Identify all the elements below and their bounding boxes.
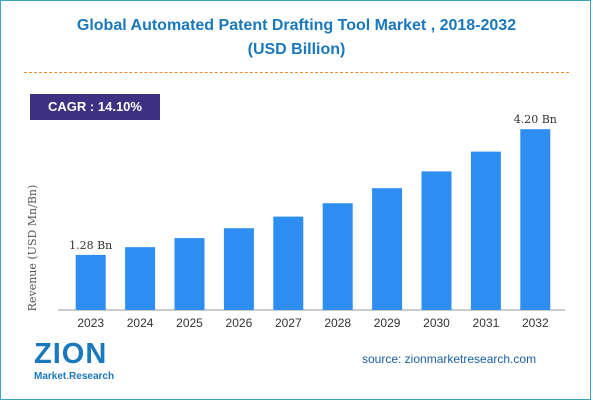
bar-2023 [75, 254, 106, 310]
bar-2029 [372, 188, 403, 310]
logo-subtext: Market.Research [34, 371, 114, 383]
source-text: source: zionmarketresearch.com [362, 352, 537, 366]
logo-wordmark: ZION [34, 338, 108, 370]
bar-2030 [421, 171, 452, 310]
bar-2032 [520, 129, 551, 310]
cagr-badge: CAGR : 14.10% [30, 94, 160, 120]
x-tick-2023: 2023 [77, 316, 104, 330]
x-tick-2026: 2026 [226, 316, 253, 330]
bar-2027 [273, 216, 304, 310]
chart-title-line2: (USD Billion) [247, 41, 346, 58]
logo-sub-dot: . [66, 371, 70, 382]
bar-2028 [322, 203, 353, 310]
chart-title: Global Automated Patent Drafting Tool Ma… [0, 14, 593, 62]
x-tick-2028: 2028 [324, 316, 351, 330]
chart-title-line1: Global Automated Patent Drafting Tool Ma… [76, 17, 517, 34]
x-tick-labels: 2023 2024 2025 2026 2027 2028 2029 2030 2031 2032 [77, 316, 549, 330]
zion-logo: ZION Market.Research [28, 338, 128, 396]
logo-sub-right: Research [69, 371, 115, 382]
x-tick-2031: 2031 [473, 316, 500, 330]
bar-2025 [174, 238, 205, 310]
data-label-2032: 4.20 Bn [514, 113, 557, 126]
cagr-value: 14.10% [97, 99, 142, 114]
x-tick-2027: 2027 [275, 316, 302, 330]
logo-sub-left: Market [34, 371, 67, 382]
bar-2024 [125, 247, 156, 310]
x-tick-2030: 2030 [423, 316, 450, 330]
title-divider [24, 72, 569, 73]
bar-2031 [470, 151, 501, 310]
data-labels: 1.28 Bn 4.20 Bn [69, 113, 557, 252]
cagr-label: CAGR : [48, 99, 95, 114]
x-tick-2029: 2029 [374, 316, 401, 330]
bar-group [75, 129, 551, 310]
x-tick-2024: 2024 [127, 316, 154, 330]
data-label-2023: 1.28 Bn [69, 239, 112, 252]
x-tick-2032: 2032 [522, 316, 549, 330]
x-tick-2025: 2025 [176, 316, 203, 330]
y-axis-label: Revenue (USD Mn/Bn) [26, 185, 39, 312]
bar-2026 [223, 228, 254, 310]
